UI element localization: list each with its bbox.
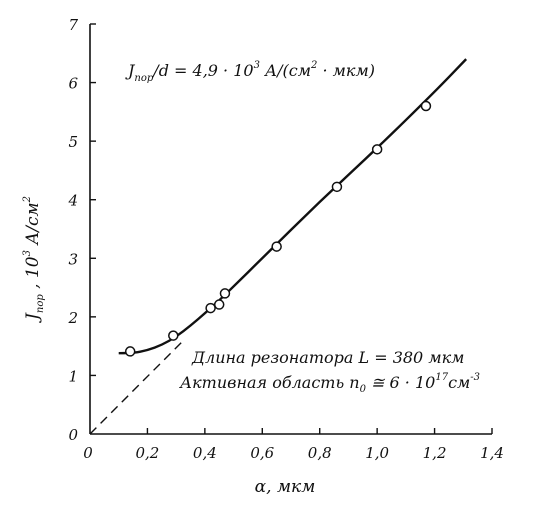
formula-exp2: 2 [310,60,317,71]
y-label-mid: , 10 [23,256,43,294]
data-points [124,100,432,357]
data-point-marker [124,346,136,357]
formula-sub: пор [134,73,153,84]
formula-unit-close: · мкм) [317,61,375,80]
y-label-exp1: 3 [22,250,33,256]
data-point-marker [168,330,179,341]
y-tick-label: 1 [68,367,78,385]
x-axis-label: α, мкм [255,477,316,497]
formula-mid: /d = 4,9 · 10 [151,61,253,80]
active-exp: 17 [435,372,448,383]
data-point-marker [271,241,282,252]
x-tick-label: 1,4 [480,444,504,462]
active-unit: см [448,373,470,392]
fit-curve-line [118,58,468,355]
y-tick-label: 3 [68,250,78,268]
y-tick-label: 2 [67,309,78,327]
active-mid: ≅ 6 · 10 [366,373,435,392]
x-tick-label: 1,0 [365,444,389,462]
data-point-marker [331,181,343,193]
active-text: Активная область n [179,373,360,392]
formula-exp1: 3 [254,60,260,71]
y-tick-label: 0 [68,426,78,444]
axes [89,24,492,435]
x-tick-label: 0,2 [135,444,159,462]
x-tick-label: 1,2 [423,444,447,462]
active-unit-exp: -3 [470,372,480,383]
data-point-marker [420,100,432,112]
x-tick-label: 0,8 [308,444,332,462]
y-tick-label: 6 [68,75,78,93]
extrapolation-dashed-line [89,338,186,435]
x-tick-label: 0 [83,444,93,462]
y-axis-ticks: 0 1 2 3 4 5 6 7 [67,16,96,444]
y-label-exp2: 2 [22,196,33,203]
formula-annotation: Jпор/d = 4,9 · 103 А/(см2 · мкм) [125,60,375,84]
active-region-annotation: Активная область n0 ≅ 6 · 1017см-3 [179,372,480,395]
formula-base: J [125,61,136,80]
y-label-base: J [23,312,43,323]
data-point-marker [213,299,225,310]
x-tick-label: 0,4 [193,444,217,462]
x-tick-label: 0,6 [250,444,274,462]
y-tick-label: 7 [68,16,78,34]
data-point-marker [219,288,231,299]
y-tick-label: 4 [67,192,78,210]
y-tick-label: 5 [68,133,78,151]
resonator-length-annotation: Длина резонатора L = 380 мкм [191,348,464,367]
active-sub: 0 [360,384,367,395]
x-axis-ticks: 0 0,2 0,4 0,6 0,8 1,0 1,2 1,4 [83,428,504,462]
y-label-unit: А/см [23,202,43,250]
y-axis-label: Jпор , 103 А/см2 [22,196,46,323]
formula-unit-open: А/(см [260,61,311,80]
data-point-marker [371,144,383,155]
data-point-marker [205,302,216,314]
y-label-sub: пор [35,294,46,313]
